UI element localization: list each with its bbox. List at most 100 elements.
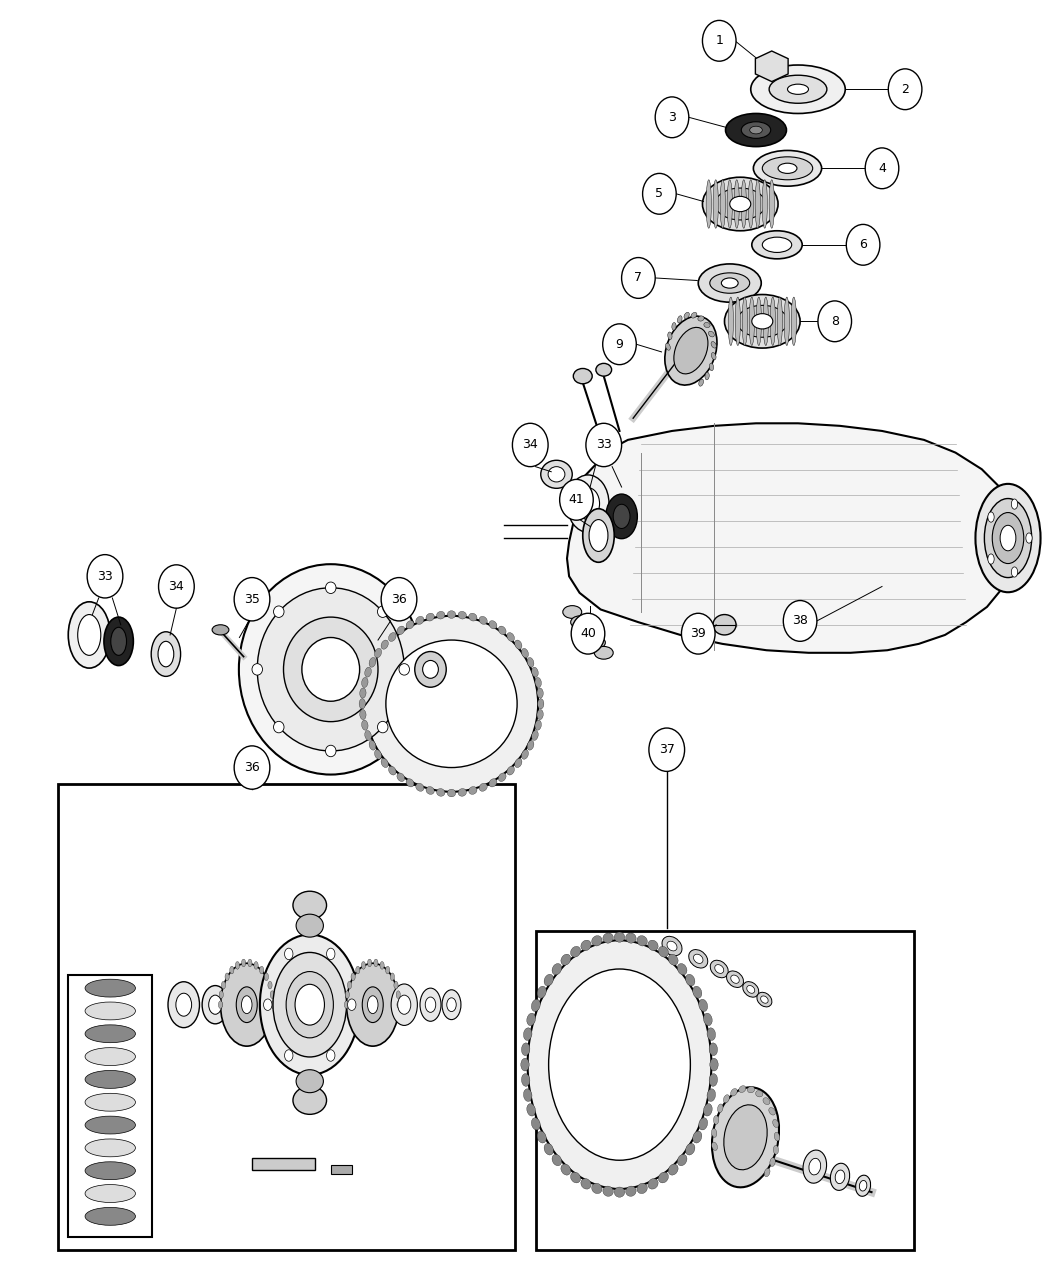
Ellipse shape <box>764 1168 770 1177</box>
Ellipse shape <box>327 949 335 960</box>
Ellipse shape <box>1011 499 1017 509</box>
Ellipse shape <box>426 613 435 621</box>
Ellipse shape <box>527 1014 536 1025</box>
Ellipse shape <box>603 1186 613 1196</box>
Ellipse shape <box>573 368 592 384</box>
Bar <box>68 975 152 1237</box>
Text: 39: 39 <box>691 627 706 640</box>
Ellipse shape <box>293 891 327 919</box>
Ellipse shape <box>176 993 191 1016</box>
Ellipse shape <box>698 316 705 321</box>
Ellipse shape <box>345 991 350 998</box>
Ellipse shape <box>397 1001 401 1009</box>
Ellipse shape <box>236 987 257 1023</box>
Ellipse shape <box>667 941 677 951</box>
Ellipse shape <box>561 1164 571 1176</box>
Ellipse shape <box>423 660 439 678</box>
Ellipse shape <box>257 588 404 751</box>
Circle shape <box>381 578 417 621</box>
Ellipse shape <box>548 969 691 1160</box>
Ellipse shape <box>85 1071 135 1089</box>
Ellipse shape <box>727 180 733 228</box>
Ellipse shape <box>792 297 796 346</box>
Ellipse shape <box>698 1118 708 1130</box>
Ellipse shape <box>326 745 336 756</box>
Ellipse shape <box>754 150 821 186</box>
Ellipse shape <box>374 959 378 966</box>
Ellipse shape <box>988 513 994 523</box>
Ellipse shape <box>704 1014 712 1025</box>
Text: 34: 34 <box>523 439 538 451</box>
Circle shape <box>234 578 270 621</box>
Ellipse shape <box>295 984 324 1025</box>
Ellipse shape <box>286 972 334 1038</box>
Ellipse shape <box>666 343 670 351</box>
Ellipse shape <box>712 352 716 360</box>
Ellipse shape <box>158 641 174 667</box>
Ellipse shape <box>637 1183 647 1193</box>
Ellipse shape <box>594 646 613 659</box>
Ellipse shape <box>385 966 390 974</box>
Ellipse shape <box>739 1086 745 1093</box>
Ellipse shape <box>705 372 709 380</box>
Ellipse shape <box>527 941 712 1188</box>
Circle shape <box>818 301 852 342</box>
Ellipse shape <box>712 1142 717 1150</box>
Ellipse shape <box>713 1116 718 1125</box>
Ellipse shape <box>723 1105 768 1169</box>
Ellipse shape <box>770 297 775 346</box>
Ellipse shape <box>672 323 676 330</box>
Ellipse shape <box>270 991 274 998</box>
Ellipse shape <box>626 933 636 944</box>
Ellipse shape <box>361 961 365 969</box>
Ellipse shape <box>698 264 761 302</box>
Ellipse shape <box>576 488 600 520</box>
Ellipse shape <box>359 699 365 709</box>
Ellipse shape <box>527 658 534 667</box>
Ellipse shape <box>563 606 582 618</box>
Ellipse shape <box>704 1104 712 1116</box>
Ellipse shape <box>626 1186 636 1196</box>
Ellipse shape <box>442 989 461 1020</box>
Ellipse shape <box>242 959 246 966</box>
Ellipse shape <box>527 741 534 750</box>
Text: 8: 8 <box>831 315 839 328</box>
Ellipse shape <box>726 113 786 147</box>
Text: 37: 37 <box>658 743 675 756</box>
Ellipse shape <box>225 973 229 980</box>
Circle shape <box>655 97 689 138</box>
Ellipse shape <box>538 699 544 709</box>
Ellipse shape <box>570 1172 581 1183</box>
Ellipse shape <box>406 621 414 629</box>
Ellipse shape <box>589 520 608 551</box>
Ellipse shape <box>397 626 404 635</box>
Ellipse shape <box>702 177 778 231</box>
Ellipse shape <box>686 1144 695 1155</box>
Ellipse shape <box>693 1131 701 1144</box>
Ellipse shape <box>755 180 760 228</box>
Ellipse shape <box>507 766 514 775</box>
Ellipse shape <box>273 952 346 1057</box>
Ellipse shape <box>742 982 759 997</box>
Text: 1: 1 <box>715 34 723 47</box>
Ellipse shape <box>344 1001 349 1009</box>
Ellipse shape <box>552 964 562 975</box>
Bar <box>536 931 914 1250</box>
Ellipse shape <box>541 460 572 488</box>
Ellipse shape <box>202 986 229 1024</box>
Ellipse shape <box>778 163 797 173</box>
Ellipse shape <box>111 627 127 655</box>
Text: 6: 6 <box>859 238 867 251</box>
Circle shape <box>234 746 270 789</box>
Ellipse shape <box>769 180 775 228</box>
Ellipse shape <box>988 553 994 564</box>
Ellipse shape <box>1026 533 1032 543</box>
Ellipse shape <box>720 180 726 228</box>
Ellipse shape <box>760 996 769 1003</box>
Text: 3: 3 <box>668 111 676 124</box>
Ellipse shape <box>85 1116 135 1133</box>
Ellipse shape <box>218 1001 223 1009</box>
Ellipse shape <box>514 640 522 649</box>
Ellipse shape <box>479 783 487 792</box>
Text: 40: 40 <box>580 627 596 640</box>
